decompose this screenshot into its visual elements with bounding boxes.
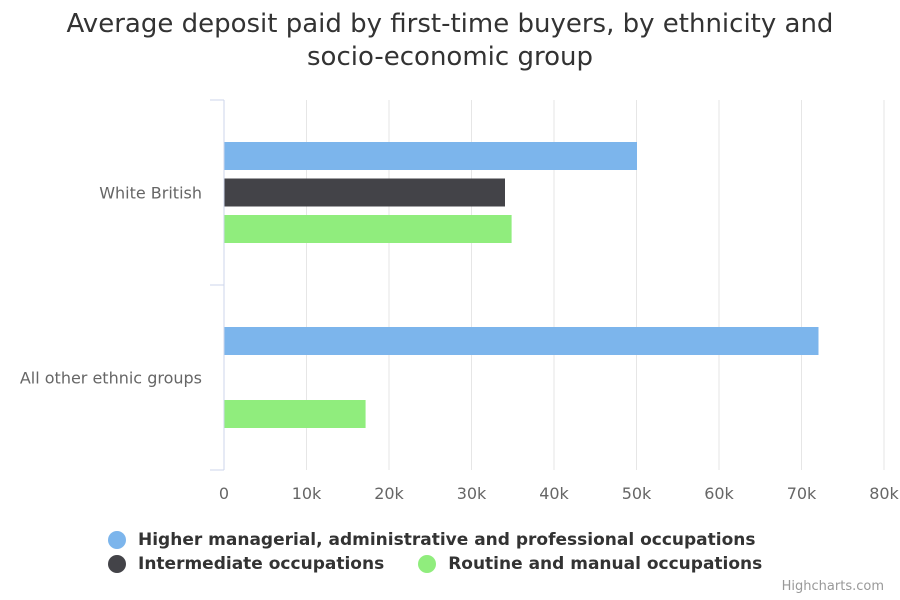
chart-title: Average deposit paid by first-time buyer… — [66, 9, 834, 72]
bar-series0-cat1[interactable] — [224, 327, 819, 355]
legend-label-intermediate: Intermediate occupations — [138, 554, 385, 574]
bar-series2-cat0[interactable] — [224, 215, 512, 243]
category-label-1: All other ethnic groups — [20, 369, 202, 388]
category-label-0: White British — [99, 184, 202, 203]
labels-layer: 0 10k 20k 30k 40k 50k 60k 70k 80k White British Al… — [20, 184, 900, 504]
bar-series2-cat1[interactable] — [224, 400, 366, 428]
x-tick-label-5: 50k — [622, 484, 652, 503]
legend-item-intermediate[interactable]: Intermediate occupations — [108, 554, 384, 574]
legend: Higher managerial, administrative and pr… — [108, 528, 828, 576]
legend-item-higher[interactable]: Higher managerial, administrative and pr… — [108, 530, 756, 550]
axis-layer — [210, 99, 225, 471]
x-tick-label-2: 20k — [374, 484, 404, 503]
x-tick-label-4: 40k — [539, 484, 569, 503]
bar-series0-cat0[interactable] — [224, 142, 638, 170]
x-tick-label-6: 60k — [704, 484, 734, 503]
x-tick-label-1: 10k — [292, 484, 322, 503]
legend-label-higher: Higher managerial, administrative and pr… — [138, 530, 756, 550]
bars-layer — [224, 142, 819, 428]
legend-row-1: Higher managerial, administrative and pr… — [108, 528, 828, 552]
x-tick-label-0: 0 — [219, 484, 229, 503]
legend-marker-intermediate — [108, 555, 126, 573]
legend-marker-routine — [418, 555, 437, 573]
legend-item-routine[interactable]: Routine and manual occupations — [418, 554, 762, 574]
legend-row-2: Intermediate occupations Routine and man… — [108, 552, 828, 576]
bar-series1-cat0[interactable] — [224, 178, 506, 207]
credits-link[interactable]: Highcharts.com — [781, 579, 884, 594]
x-tick-label-3: 30k — [457, 484, 487, 503]
x-tick-label-8: 80k — [869, 484, 899, 503]
legend-label-routine: Routine and manual occupations — [448, 554, 763, 574]
x-tick-label-7: 70k — [787, 484, 817, 503]
legend-marker-higher — [108, 531, 126, 549]
